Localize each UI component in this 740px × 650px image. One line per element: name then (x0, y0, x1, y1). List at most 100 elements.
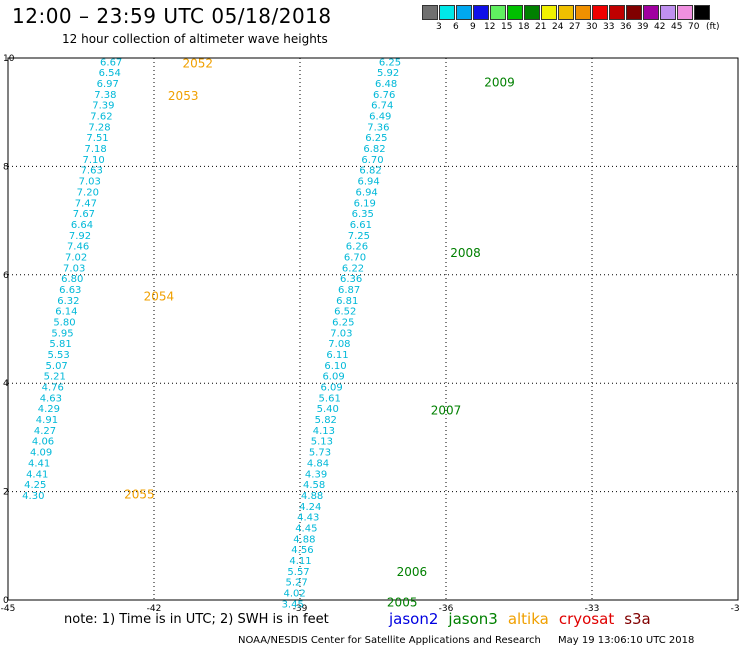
scale-label: 30 (586, 22, 598, 32)
pass-number-label: 2007 (431, 403, 462, 417)
wave-height-value: 6.54 (99, 68, 121, 79)
wave-height-value: 7.67 (73, 209, 95, 220)
wave-height-value: 4.63 (40, 393, 62, 404)
y-tick-label: 6 (3, 271, 9, 281)
scale-label: 9 (470, 22, 476, 32)
wave-height-value: 6.09 (322, 372, 344, 383)
wave-height-value: 4.88 (301, 491, 323, 502)
wave-height-tracks: 6.676.546.977.387.397.627.287.517.187.10… (22, 57, 401, 610)
scale-swatch (643, 5, 659, 20)
wave-height-value: 6.63 (59, 285, 81, 296)
scale-label: 33 (603, 22, 615, 32)
wave-height-value: 4.88 (293, 534, 315, 545)
wave-height-value: 5.95 (51, 328, 73, 339)
wave-height-value: 7.02 (65, 252, 87, 263)
wave-height-value: 6.19 (354, 198, 376, 209)
scale-label: 15 (501, 22, 513, 32)
wave-height-value: 6.97 (97, 79, 119, 90)
wave-height-value: 4.41 (26, 469, 48, 480)
wave-height-value: 6.87 (338, 285, 360, 296)
scale-swatch (558, 5, 574, 20)
note-text: note: 1) Time is in UTC; 2) SWH is in fe… (64, 612, 329, 627)
pass-number-label: 2052 (183, 56, 214, 70)
wave-height-value: 7.38 (94, 90, 116, 101)
wave-height-value: 6.25 (332, 317, 354, 328)
scale-label: 70 (688, 22, 700, 32)
wave-height-value: 4.45 (295, 523, 317, 534)
wave-height-value: 4.09 (30, 448, 52, 459)
wave-height-value: 4.13 (313, 426, 335, 437)
wave-height-value: 4.58 (303, 480, 325, 491)
scale-unit: (ft) (706, 22, 720, 32)
wave-height-value: 6.94 (356, 187, 378, 198)
scale-label: 6 (453, 22, 459, 32)
wave-height-value: 5.92 (377, 68, 399, 79)
wave-height-value: 7.03 (79, 177, 101, 188)
color-scale-bar (422, 5, 711, 20)
legend-item-altika: altika (507, 610, 549, 628)
wave-height-value: 4.30 (22, 491, 44, 502)
wave-height-value: 5.53 (47, 350, 69, 361)
wave-height-value: 6.80 (61, 274, 83, 285)
scale-swatch (524, 5, 540, 20)
scale-swatch (456, 5, 472, 20)
scale-label: 45 (671, 22, 683, 32)
footer-credit: NOAA/NESDIS Center for Satellite Applica… (238, 635, 541, 646)
wave-height-value: 4.76 (42, 383, 64, 394)
legend-item-cryosat: cryosat (558, 610, 615, 628)
scale-label: 39 (637, 22, 649, 32)
wave-height-value: 6.11 (326, 350, 348, 361)
wave-height-value: 7.20 (77, 187, 99, 198)
y-tick-label: 8 (3, 162, 9, 172)
wave-height-value: 5.57 (287, 567, 309, 578)
footer-timestamp: May 19 13:06:10 UTC 2018 (558, 635, 695, 646)
wave-height-value: 6.76 (373, 90, 395, 101)
pass-number-label: 2055 (124, 487, 155, 501)
wave-height-value: 4.27 (34, 426, 56, 437)
y-tick-label: 2 (3, 488, 9, 498)
page-subtitle: 12 hour collection of altimeter wave hei… (62, 32, 328, 46)
wave-height-value: 6.67 (100, 57, 122, 68)
scale-label: 12 (484, 22, 496, 32)
wave-height-value: 6.09 (321, 383, 343, 394)
wave-height-value: 4.02 (284, 588, 306, 599)
wave-height-value: 7.62 (90, 112, 112, 123)
scale-label: 18 (518, 22, 530, 32)
scale-label: 27 (569, 22, 581, 32)
wave-height-value: 6.70 (344, 252, 366, 263)
scale-swatch (490, 5, 506, 20)
x-tick-label: -42 (147, 604, 162, 614)
wave-height-value: 4.24 (299, 502, 321, 513)
scale-swatch (422, 5, 438, 20)
page-title: 12:00 – 23:59 UTC 05/18/2018 (12, 4, 332, 28)
wave-height-value: 5.27 (285, 578, 307, 589)
wave-height-value: 7.36 (367, 122, 389, 133)
wave-height-value: 6.14 (55, 307, 77, 318)
wave-height-value: 6.74 (371, 101, 393, 112)
wave-height-value: 6.32 (57, 296, 79, 307)
y-tick-label: 4 (3, 379, 9, 389)
legend-item-jason3: jason3 (448, 610, 498, 628)
wave-height-value: 7.46 (67, 242, 89, 253)
legend-item-s3a: s3a (624, 610, 651, 628)
pass-number-label: 2005 (387, 596, 418, 610)
scale-label: 21 (535, 22, 547, 32)
scale-swatch (507, 5, 523, 20)
wave-height-value: 6.35 (352, 209, 374, 220)
wave-height-value: 6.22 (342, 263, 364, 274)
wave-height-value: 4.11 (289, 556, 311, 567)
scale-swatch (626, 5, 642, 20)
scale-swatch (592, 5, 608, 20)
wave-height-value: 4.41 (28, 458, 50, 469)
scale-swatch (473, 5, 489, 20)
wave-height-value: 4.25 (24, 480, 46, 491)
wave-height-value: 6.61 (350, 220, 372, 231)
wave-height-value: 6.10 (324, 361, 346, 372)
wave-height-value: 7.25 (348, 231, 370, 242)
wave-height-value: 7.28 (88, 122, 110, 133)
wave-height-value: 7.39 (92, 101, 114, 112)
pass-number-label: 2008 (450, 246, 481, 260)
scale-swatch (660, 5, 676, 20)
scale-label: 42 (654, 22, 666, 32)
